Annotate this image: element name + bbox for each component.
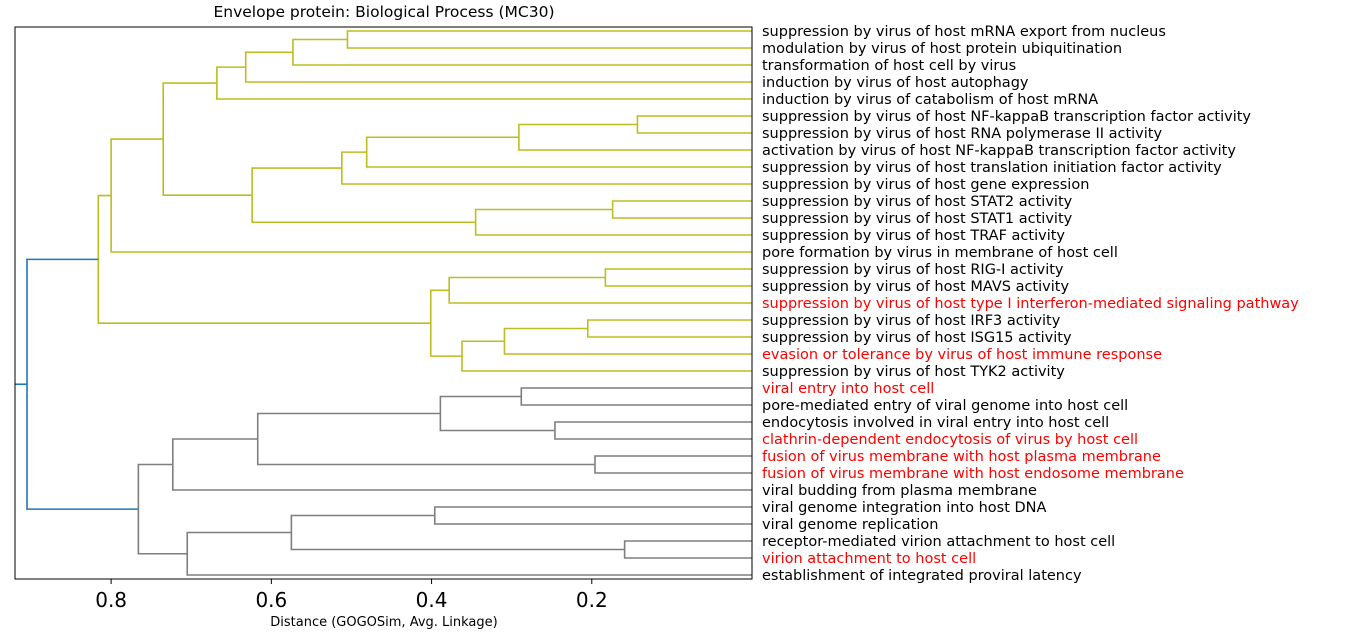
leaf-label: suppression by virus of host TYK2 activi… — [762, 364, 1065, 380]
dendrogram-link-m27 — [433, 506, 752, 525]
leaf-label: viral genome replication — [762, 517, 938, 533]
leaf-label: suppression by virus of host ISG15 activ… — [762, 330, 1072, 346]
leaf-label: viral entry into host cell — [762, 381, 934, 397]
leaf-label: suppression by virus of host RNA polymer… — [762, 126, 1162, 142]
x-tick-label: 0.4 — [416, 588, 448, 612]
dendrogram-link-m12 — [162, 82, 253, 196]
x-axis-ticks: 0.8 0.6 0.4 0.2 — [95, 579, 608, 612]
leaf-labels: suppression by virus of host mRNA export… — [762, 24, 1299, 584]
dendrogram-link-m17 — [503, 327, 752, 355]
dendrogram-link-m32 — [26, 258, 139, 510]
x-tick-label: 0.8 — [95, 588, 127, 612]
chart-title: Envelope protein: Biological Process (MC… — [213, 3, 554, 21]
dendrogram-link-m20 — [97, 194, 431, 324]
leaf-label: pore formation by virus in membrane of h… — [762, 245, 1118, 261]
dendrogram-link-m22 — [554, 421, 752, 440]
leaf-label: suppression by virus of host translation… — [762, 160, 1222, 176]
leaf-label: suppression by virus of host MAVS activi… — [762, 279, 1069, 295]
leaf-label: suppression by virus of host type I inte… — [762, 296, 1299, 312]
leaf-label: modulation by virus of host protein ubiq… — [762, 41, 1122, 57]
leaf-label: clathrin-dependent endocytosis of virus … — [762, 432, 1138, 448]
leaf-label: receptor-mediated virion attachment to h… — [762, 534, 1115, 550]
leaf-label: endocytosis involved in viral entry into… — [762, 415, 1109, 431]
leaf-label: suppression by virus of host mRNA export… — [762, 24, 1166, 40]
leaf-label: evasion or tolerance by virus of host im… — [762, 347, 1162, 363]
dendrogram-link-m28 — [623, 540, 752, 559]
leaf-label: suppression by virus of host gene expres… — [762, 177, 1089, 193]
dendrogram-link-m23 — [439, 395, 555, 432]
dendrogram-link-m10 — [474, 208, 752, 236]
dendrogram-link-m31 — [137, 463, 188, 555]
dendrogram-link-m30 — [186, 531, 752, 576]
dendrogram-link-m8 — [341, 151, 752, 185]
leaf-label: induction by virus of catabolism of host… — [762, 92, 1098, 108]
dendrogram-link-m5 — [636, 115, 752, 134]
dendrogram-link-m16 — [586, 319, 752, 338]
dendrogram-link-m9 — [611, 200, 752, 219]
dendrogram-link-m19 — [429, 289, 463, 357]
x-axis-label: Distance (GOGOSim, Avg. Linkage) — [270, 615, 497, 630]
dendrogram-link-m3 — [244, 51, 752, 83]
dendrogram-link-m4 — [216, 66, 752, 100]
leaf-label: fusion of virus membrane with host plasm… — [762, 449, 1161, 465]
leaf-label: transformation of host cell by virus — [762, 58, 1016, 74]
leaf-label: induction by virus of host autophagy — [762, 75, 1029, 91]
leaf-label: activation by virus of host NF-kappaB tr… — [762, 143, 1236, 159]
leaf-label: suppression by virus of host TRAF activi… — [762, 228, 1065, 244]
leaf-label: pore-mediated entry of viral genome into… — [762, 398, 1128, 414]
dendrogram-link-m24 — [594, 455, 752, 474]
dendrogram-link-m29 — [290, 514, 625, 551]
leaf-label: viral genome integration into host DNA — [762, 500, 1047, 516]
leaf-label: virion attachment to host cell — [762, 551, 976, 567]
x-tick-label: 0.6 — [255, 588, 287, 612]
dendrogram-link-m18 — [461, 340, 752, 372]
dendrogram-link-m14 — [604, 268, 752, 287]
leaf-label: suppression by virus of host NF-kappaB t… — [762, 109, 1251, 125]
dendrogram-link-m15 — [448, 276, 752, 304]
leaf-label: suppression by virus of host STAT2 activ… — [762, 194, 1073, 210]
dendrogram-link-m2 — [292, 38, 752, 66]
leaf-label: establishment of integrated proviral lat… — [762, 568, 1082, 584]
dendrogram-link-m7 — [365, 136, 752, 168]
plot-frame — [14, 26, 753, 580]
dendrogram-link-m6 — [518, 123, 752, 151]
leaf-label: suppression by virus of host STAT1 activ… — [762, 211, 1073, 227]
leaf-label: suppression by virus of host IRF3 activi… — [762, 313, 1061, 329]
dendrogram-links — [15, 30, 752, 576]
leaf-label: fusion of virus membrane with host endos… — [762, 466, 1184, 482]
dendrogram-link-m21 — [520, 387, 752, 406]
x-tick-label: 0.2 — [576, 588, 608, 612]
dendrogram-link-m25 — [256, 412, 595, 466]
leaf-label: viral budding from plasma membrane — [762, 483, 1037, 499]
dendrogram-link-m11 — [251, 167, 476, 224]
dendrogram-link-m1 — [346, 30, 752, 49]
leaf-label: suppression by virus of host RIG-I activ… — [762, 262, 1064, 278]
